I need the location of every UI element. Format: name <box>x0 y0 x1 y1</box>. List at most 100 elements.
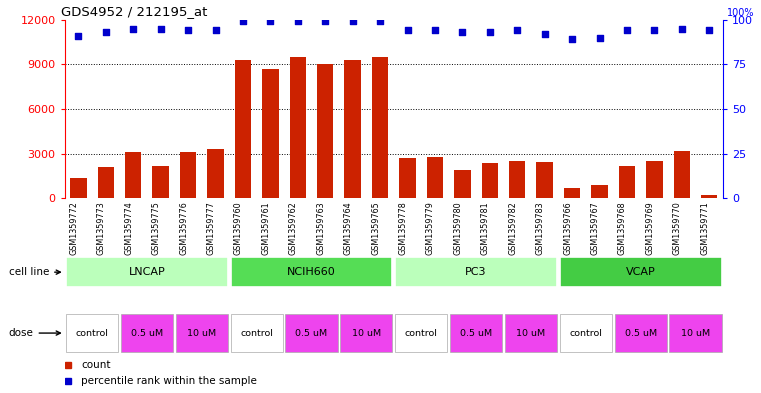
Point <box>319 18 331 25</box>
Point <box>648 27 661 33</box>
Bar <box>290 57 306 198</box>
Bar <box>427 158 443 198</box>
Bar <box>231 257 393 287</box>
Text: cell line: cell line <box>8 267 60 277</box>
Text: GSM1359767: GSM1359767 <box>591 201 600 255</box>
Bar <box>317 64 333 198</box>
Bar <box>125 152 142 198</box>
Bar <box>152 166 169 198</box>
Text: count: count <box>81 360 110 371</box>
Text: control: control <box>240 329 273 338</box>
Bar <box>285 314 338 352</box>
Point <box>72 33 84 39</box>
Point <box>402 27 414 33</box>
Bar <box>121 314 173 352</box>
Point <box>566 36 578 42</box>
Point <box>457 29 469 35</box>
Text: control: control <box>405 329 438 338</box>
Text: GSM1359765: GSM1359765 <box>371 201 380 255</box>
Text: GSM1359760: GSM1359760 <box>234 201 243 255</box>
Text: GSM1359782: GSM1359782 <box>508 201 517 255</box>
Text: 0.5 uM: 0.5 uM <box>131 329 163 338</box>
Point <box>676 26 688 32</box>
Text: NCIH660: NCIH660 <box>287 267 336 277</box>
Point <box>703 27 715 33</box>
Text: 0.5 uM: 0.5 uM <box>460 329 492 338</box>
Text: GDS4952 / 212195_at: GDS4952 / 212195_at <box>62 6 208 18</box>
Point <box>539 31 551 37</box>
Bar <box>395 314 447 352</box>
Text: GSM1359771: GSM1359771 <box>700 201 709 255</box>
Point <box>511 27 524 33</box>
Text: GSM1359763: GSM1359763 <box>317 201 325 255</box>
Bar <box>395 257 557 287</box>
Text: GSM1359769: GSM1359769 <box>645 201 654 255</box>
Bar <box>234 60 251 198</box>
Text: 0.5 uM: 0.5 uM <box>625 329 657 338</box>
Text: 10 uM: 10 uM <box>352 329 381 338</box>
Bar <box>176 314 228 352</box>
Bar <box>97 167 114 198</box>
Text: GSM1359783: GSM1359783 <box>536 201 545 255</box>
Bar <box>450 314 502 352</box>
Bar <box>615 314 667 352</box>
Bar <box>400 158 416 198</box>
Bar <box>66 257 228 287</box>
Text: percentile rank within the sample: percentile rank within the sample <box>81 376 257 386</box>
Text: LNCAP: LNCAP <box>129 267 165 277</box>
Point <box>291 18 304 25</box>
Text: GSM1359764: GSM1359764 <box>344 201 352 255</box>
Bar <box>345 60 361 198</box>
Text: control: control <box>569 329 602 338</box>
Text: GSM1359774: GSM1359774 <box>124 201 133 255</box>
Bar <box>505 314 557 352</box>
Bar <box>509 161 525 198</box>
Bar <box>537 162 553 198</box>
Text: 10 uM: 10 uM <box>517 329 546 338</box>
Bar <box>560 314 612 352</box>
Text: dose: dose <box>8 328 60 338</box>
Text: 10 uM: 10 uM <box>187 329 216 338</box>
Bar <box>66 314 118 352</box>
Text: GSM1359762: GSM1359762 <box>289 201 298 255</box>
Text: GSM1359773: GSM1359773 <box>97 201 106 255</box>
Text: control: control <box>75 329 109 338</box>
Text: GSM1359772: GSM1359772 <box>69 201 78 255</box>
Point <box>209 27 221 33</box>
Text: GSM1359781: GSM1359781 <box>481 201 490 255</box>
Bar <box>262 69 279 198</box>
Bar <box>673 151 690 198</box>
Text: GSM1359770: GSM1359770 <box>673 201 682 255</box>
Point <box>182 27 194 33</box>
Bar <box>482 163 498 198</box>
Point <box>154 26 167 32</box>
Text: GSM1359775: GSM1359775 <box>151 201 161 255</box>
Point <box>621 27 633 33</box>
Text: GSM1359768: GSM1359768 <box>618 201 627 255</box>
Text: GSM1359779: GSM1359779 <box>426 201 435 255</box>
Bar <box>591 185 608 198</box>
Point <box>594 35 606 41</box>
Point <box>264 18 276 25</box>
Bar <box>231 314 283 352</box>
Bar <box>670 314 721 352</box>
Point <box>100 29 112 35</box>
Text: GSM1359778: GSM1359778 <box>399 201 408 255</box>
Bar <box>180 152 196 198</box>
Bar <box>701 195 718 198</box>
Bar <box>560 257 721 287</box>
Text: VCAP: VCAP <box>626 267 655 277</box>
Bar <box>564 188 581 198</box>
Text: GSM1359766: GSM1359766 <box>563 201 572 255</box>
Bar <box>454 170 470 198</box>
Point <box>346 18 358 25</box>
Point <box>127 26 139 32</box>
Bar <box>646 161 663 198</box>
Text: GSM1359776: GSM1359776 <box>179 201 188 255</box>
Text: 0.5 uM: 0.5 uM <box>295 329 327 338</box>
Text: GSM1359777: GSM1359777 <box>206 201 215 255</box>
Bar <box>340 314 393 352</box>
Point <box>374 18 386 25</box>
Text: GSM1359780: GSM1359780 <box>454 201 463 255</box>
Point <box>237 18 249 25</box>
